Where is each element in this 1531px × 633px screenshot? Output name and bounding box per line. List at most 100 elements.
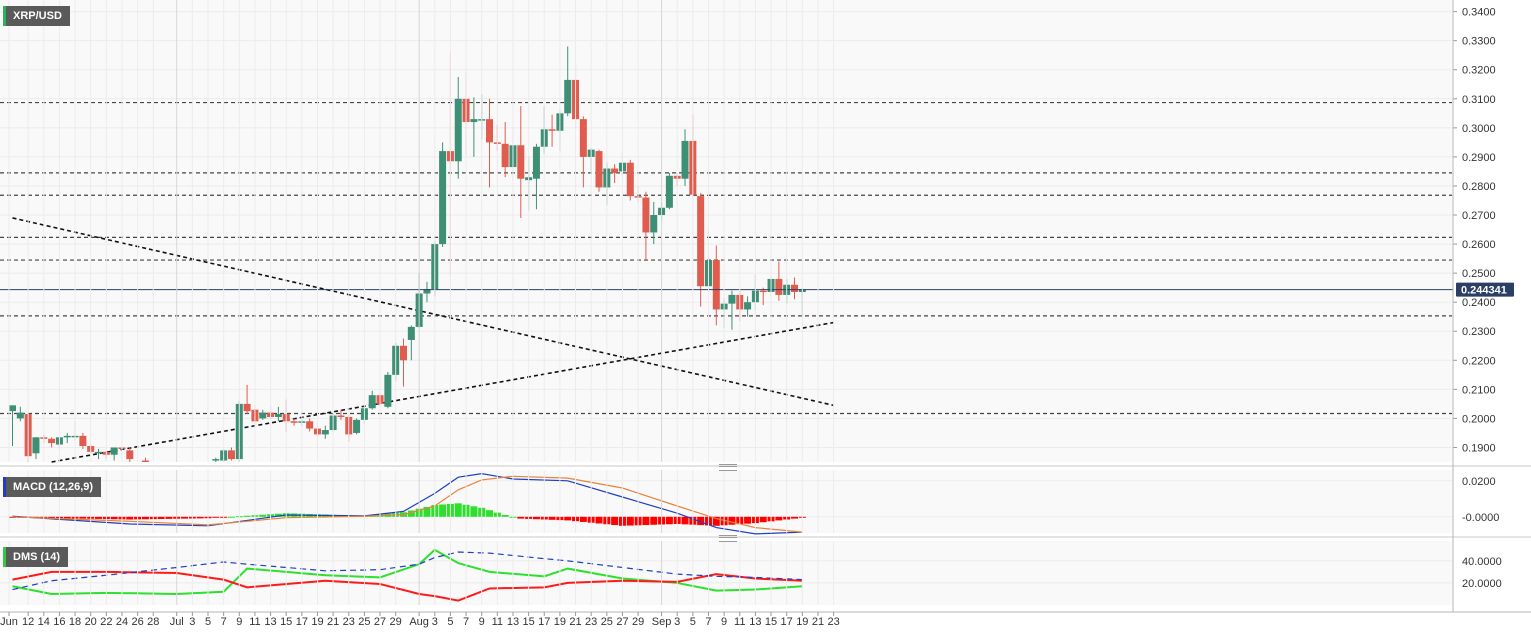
time-tick-label: 5 [690, 616, 696, 628]
time-tick-label: 12 [22, 616, 34, 628]
time-tick-label: 26 [131, 616, 143, 628]
time-tick-label: 15 [765, 616, 777, 628]
macd-histogram-bar [407, 510, 415, 517]
time-tick-label: 19 [796, 616, 808, 628]
macd-histogram-bar [141, 516, 149, 520]
price-tick-label: 0.2200 [1462, 355, 1496, 367]
panel-resize-handle-2[interactable] [719, 535, 737, 542]
candle-up [532, 146, 540, 179]
macd-histogram-bar [439, 504, 447, 517]
candle-up [16, 412, 24, 419]
time-tick-label: Aug [409, 616, 429, 628]
time-tick-label: 18 [69, 616, 81, 628]
time-tick-label: Jul [170, 616, 184, 628]
macd-signal-line [12, 475, 803, 533]
time-tick-label: 27 [616, 616, 628, 628]
price-tick-label: 0.2800 [1462, 181, 1496, 193]
macd-histogram-bar [486, 510, 494, 517]
panel-resize-handle-1[interactable] [719, 464, 737, 471]
price-tick-label: 0.2700 [1462, 210, 1496, 222]
panel-title-dms[interactable]: DMS (14) [3, 547, 69, 567]
time-tick-label: 17 [781, 616, 793, 628]
macd-histogram-bar [579, 516, 587, 522]
price-tick-label: 0.2600 [1462, 239, 1496, 251]
candle-down [791, 284, 798, 293]
time-tick-label: 24 [116, 616, 128, 628]
panel-title-macd[interactable]: MACD (12,26,9) [3, 477, 102, 497]
time-tick-label: 23 [343, 616, 355, 628]
candle-down [126, 450, 134, 460]
candle-up [9, 405, 16, 412]
macd-histogram-bar [110, 516, 118, 520]
time-tick-label: 11 [492, 616, 503, 628]
macd-tick-label: 0.0200 [1462, 476, 1496, 488]
candle-down [759, 290, 767, 293]
macd-histogram-bar [63, 516, 71, 519]
candle-up [564, 79, 572, 114]
candle-down [697, 196, 705, 287]
macd-histogram-bar [157, 516, 165, 519]
candle-up [665, 175, 673, 208]
price-tick-label: 0.2400 [1462, 297, 1496, 309]
candle-down [517, 145, 525, 179]
time-tick-label: 22 [100, 616, 112, 628]
macd-histogram-bar [181, 516, 189, 519]
candle-up [728, 294, 736, 304]
candle-down [48, 438, 56, 444]
candle-down [227, 450, 235, 460]
candle-up [407, 326, 415, 340]
time-tick-label: Sep [652, 616, 672, 628]
time-tick-label: 25 [358, 616, 370, 628]
time-tick-label: 25 [601, 616, 613, 628]
candle-down [611, 168, 619, 173]
time-tick-label: 23 [827, 616, 839, 628]
time-tick-label: 3 [674, 616, 680, 628]
price-tick-label: 0.2500 [1462, 268, 1496, 280]
time-tick-label: 9 [479, 616, 485, 628]
macd-histogram-bar [595, 516, 603, 524]
macd-tick-label: -0.0000 [1462, 512, 1499, 524]
candle-down [141, 460, 149, 462]
macd-histogram-bar [775, 516, 783, 521]
macd-histogram-bar [626, 516, 634, 526]
main-panel-bg [0, 0, 1452, 462]
dms-panel-bg [0, 541, 1452, 605]
time-tick-label: 27 [374, 616, 386, 628]
time-tick-label: 29 [390, 616, 402, 628]
candle-up [353, 419, 361, 433]
candle-up [32, 437, 40, 454]
time-tick-label: 11 [734, 616, 745, 628]
macd-panel: 0.0200 -0.0000 [0, 470, 1499, 535]
candle-down [775, 278, 783, 295]
time-tick-label: 15 [522, 616, 534, 628]
candle-down [400, 345, 407, 361]
macd-histogram-bar [95, 516, 103, 519]
time-tick-label: 20 [85, 616, 97, 628]
candle-up [321, 430, 329, 435]
time-tick-label: 29 [632, 616, 644, 628]
macd-histogram-bar [517, 516, 525, 519]
candle-up [454, 98, 462, 162]
candle-down [712, 260, 720, 310]
time-tick-label: 21 [327, 616, 339, 628]
dms-panel: 40.0000 20.0000 [0, 541, 1502, 605]
candle-down [642, 197, 650, 233]
macd-line [12, 472, 803, 535]
candle-down [595, 151, 603, 188]
price-tick-label: 0.3100 [1462, 94, 1496, 106]
macd-histogram-bar [744, 516, 752, 524]
time-tick-label: 13 [264, 616, 276, 628]
panel-title-price[interactable]: XRP/USD [3, 6, 70, 26]
candle-up [744, 302, 752, 310]
candle-up [368, 395, 376, 409]
time-tick-label: 3 [432, 616, 438, 628]
time-tick-label: 7 [463, 616, 469, 628]
candle-up [259, 412, 267, 419]
time-tick-label: 15 [280, 616, 292, 628]
candle-up [470, 119, 478, 123]
time-tick-label: 14 [38, 616, 50, 628]
candle-down [579, 119, 587, 157]
price-tick-label: 0.2300 [1462, 326, 1496, 338]
time-tick-label: 5 [205, 616, 211, 628]
price-tick-label: 0.2900 [1462, 152, 1496, 164]
